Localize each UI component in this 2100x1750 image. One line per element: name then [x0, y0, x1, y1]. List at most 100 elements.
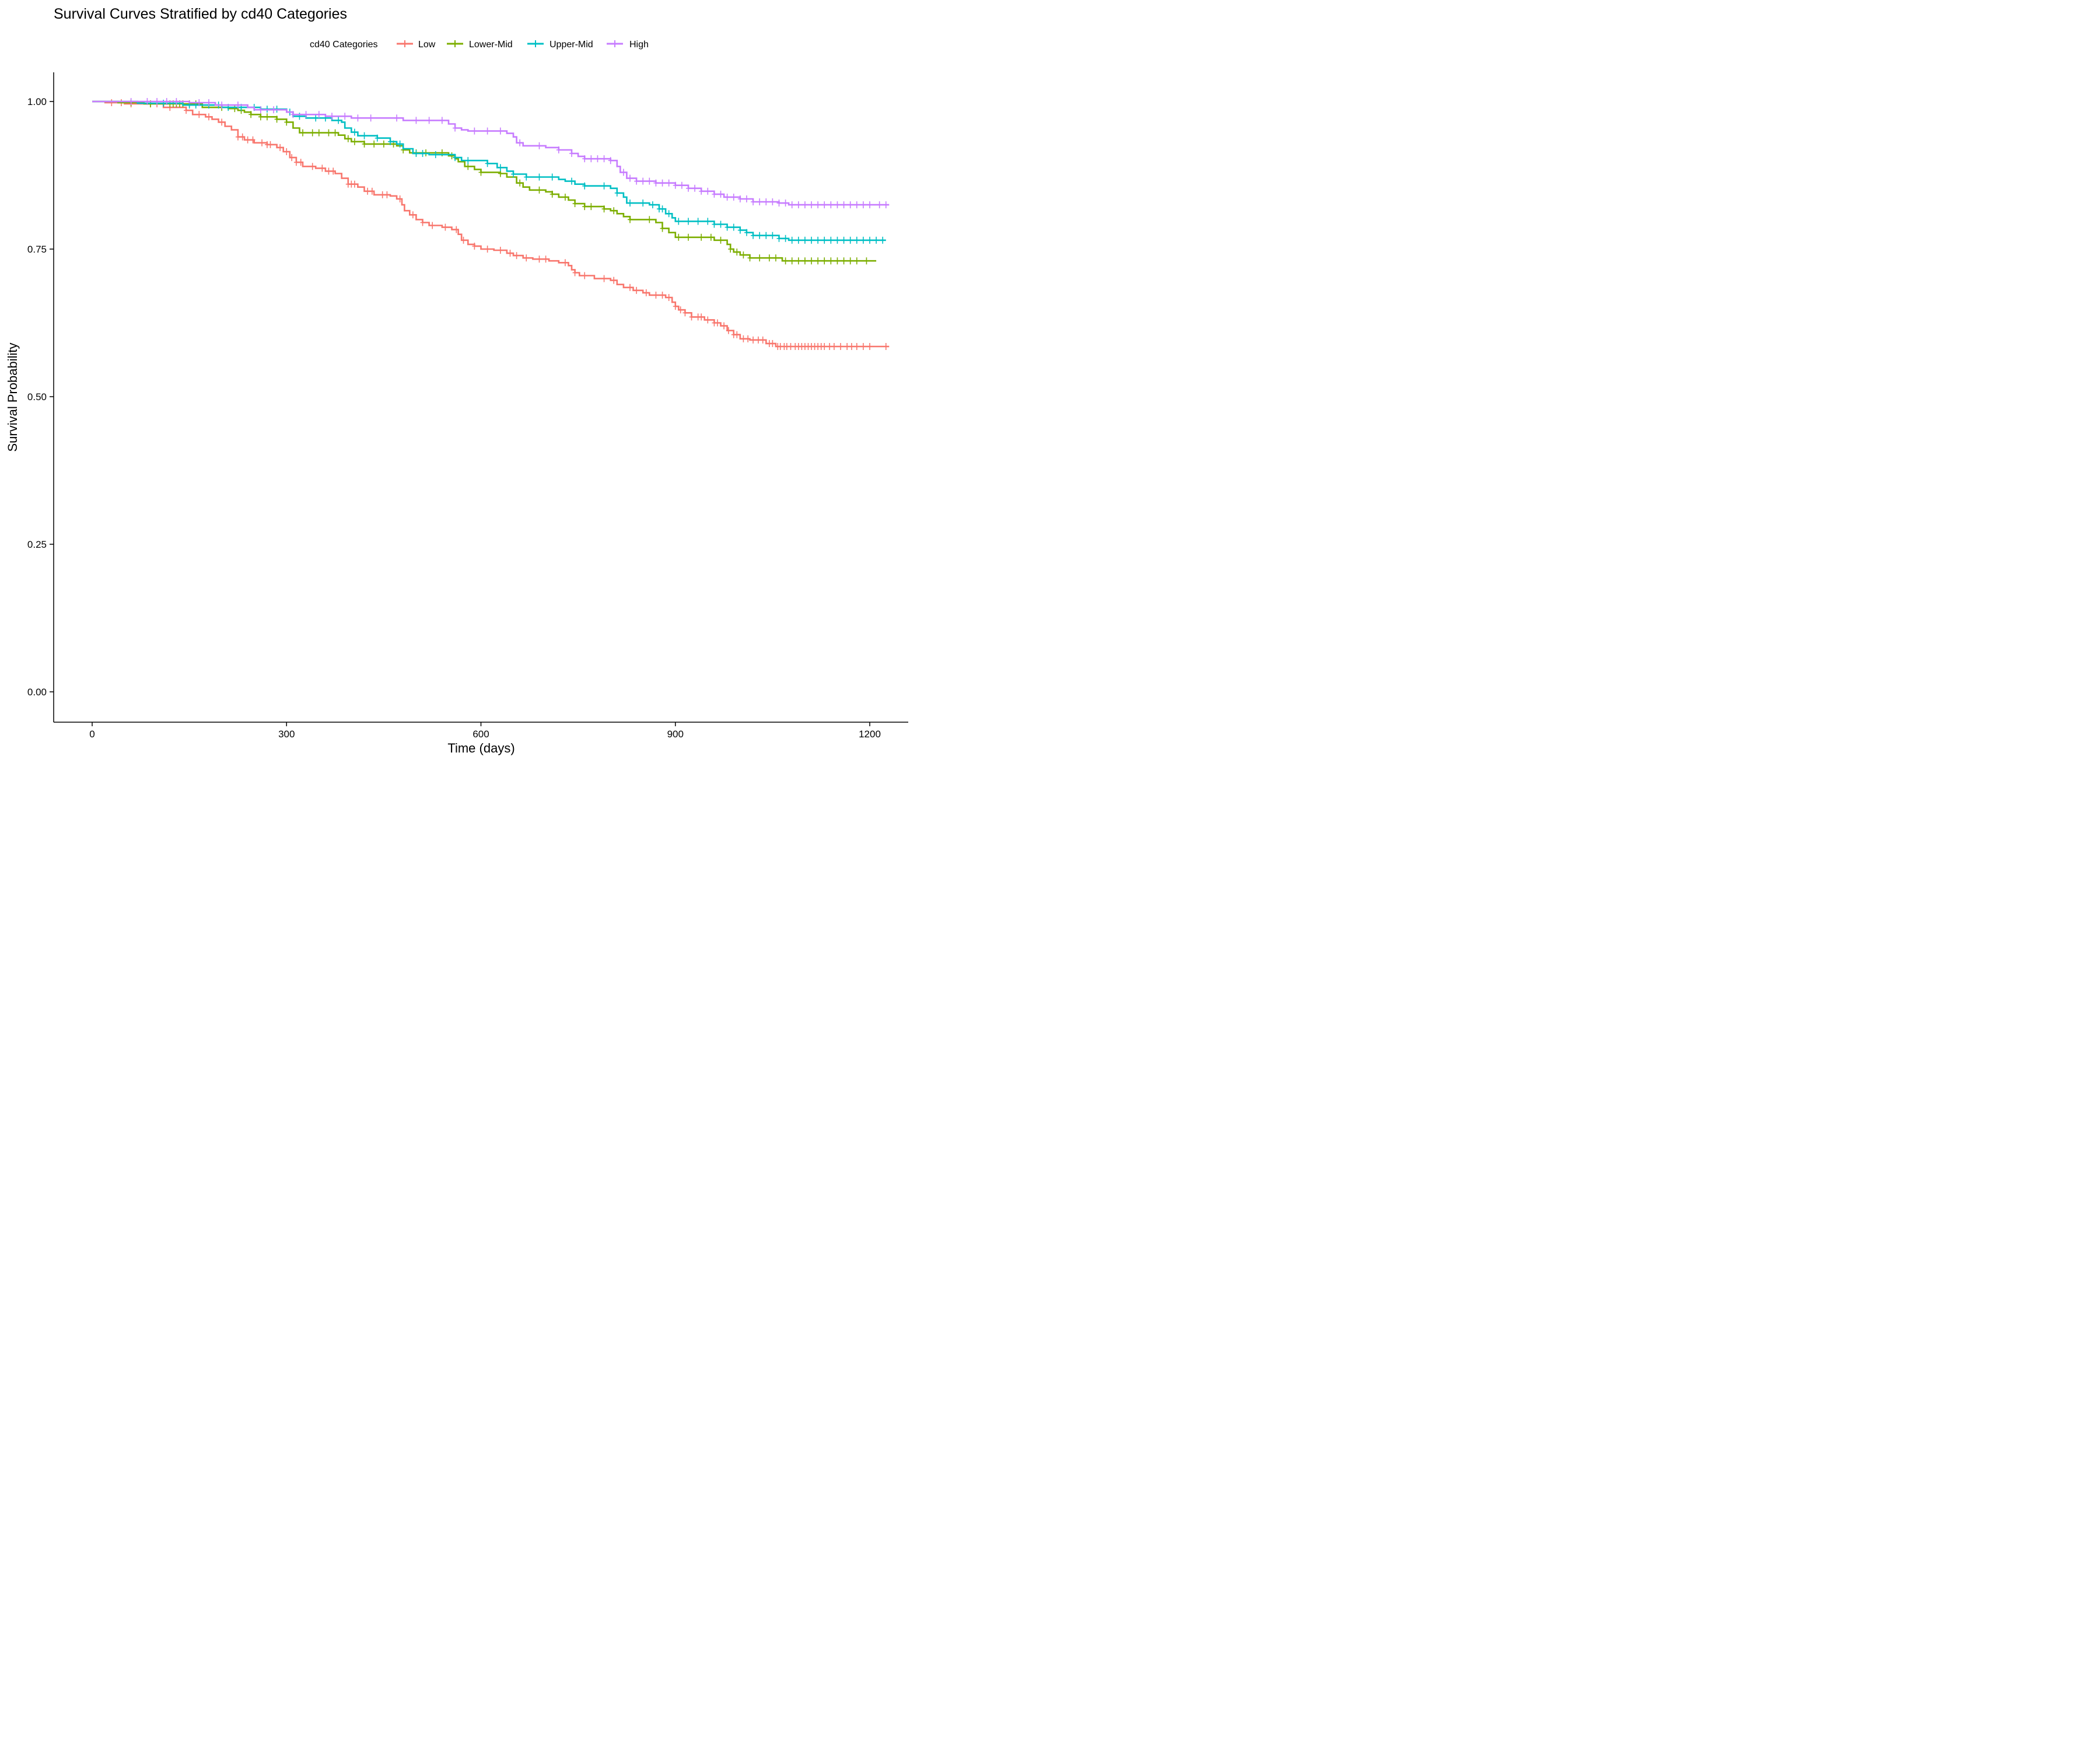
- censor-mark-low: [634, 286, 639, 294]
- censor-mark-lower-mid: [699, 233, 704, 241]
- censor-mark-upper-mid: [789, 236, 794, 244]
- censor-mark-lower-mid: [685, 233, 691, 241]
- censor-mark-upper-mid: [802, 236, 807, 244]
- censor-mark-lower-mid: [352, 138, 357, 145]
- censor-mark-upper-mid: [550, 173, 555, 181]
- censor-mark-high: [330, 113, 335, 120]
- censor-mark-lower-mid: [828, 257, 834, 265]
- censor-mark-lower-mid: [284, 118, 289, 126]
- censor-mark-low: [562, 259, 568, 267]
- ticks: 0 300 600 900 1200 0.00 0.25 0.50 0.75 1.00: [27, 96, 881, 740]
- censor-mark-lower-mid: [372, 140, 377, 148]
- censor-mark-low: [206, 113, 211, 121]
- x-tick-label: 600: [473, 729, 489, 740]
- survival-curve-low: [92, 100, 890, 348]
- censor-mark-low: [293, 159, 299, 166]
- censor-mark-high: [485, 127, 490, 135]
- censor-mark-high: [197, 99, 202, 107]
- censor-mark-high: [472, 127, 477, 135]
- censor-mark-lower-mid: [326, 129, 331, 136]
- censor-mark-low: [760, 336, 765, 344]
- y-axis-title: Survival Probability: [5, 342, 20, 452]
- censor-mark-low: [734, 331, 740, 338]
- censor-mark-low: [284, 148, 289, 156]
- censor-mark-upper-mid: [737, 226, 743, 234]
- legend-label-high: High: [629, 40, 649, 50]
- censor-mark-high: [627, 174, 632, 182]
- censor-mark-high: [673, 181, 678, 189]
- censor-mark-high: [439, 117, 444, 124]
- censor-mark-low: [867, 342, 872, 350]
- censor-mark-high: [164, 98, 169, 105]
- censor-mark-high: [724, 193, 730, 201]
- censor-mark-low: [365, 187, 370, 195]
- censor-mark-lower-mid: [601, 205, 607, 213]
- censor-mark-lower-mid: [647, 216, 652, 223]
- censor-mark-high: [783, 200, 788, 207]
- censor-mark-lower-mid: [478, 169, 484, 176]
- censor-mark-upper-mid: [783, 235, 788, 242]
- censor-mark-high: [883, 201, 888, 209]
- censor-mark-upper-mid: [362, 132, 367, 139]
- censor-mark-upper-mid: [420, 150, 425, 158]
- censor-mark-high: [757, 198, 762, 206]
- censor-mark-lower-mid: [562, 193, 568, 201]
- censor-mark-high: [666, 179, 671, 187]
- censor-mark-low: [320, 164, 325, 172]
- censor-mark-high: [660, 179, 665, 187]
- censor-mark-high: [621, 169, 626, 176]
- censor-mark-upper-mid: [731, 223, 736, 231]
- censor-mark-high: [751, 198, 756, 206]
- censor-mark-low: [788, 342, 793, 350]
- censor-mark-high: [394, 114, 400, 122]
- censor-mark-high: [498, 127, 503, 135]
- censor-mark-low: [219, 118, 225, 126]
- censor-mark-lower-mid: [249, 111, 254, 118]
- censor-mark-upper-mid: [466, 157, 471, 164]
- censor-mark-lower-mid: [816, 257, 821, 265]
- censor-mark-low: [310, 163, 315, 170]
- censor-mark-low: [443, 223, 448, 231]
- censor-mark-low: [543, 256, 548, 263]
- censor-mark-upper-mid: [724, 223, 730, 231]
- censor-mark-lower-mid: [582, 203, 587, 211]
- censor-mark-high: [589, 155, 594, 163]
- survival-chart: Survival Curves Stratified by cd40 Categ…: [5, 6, 908, 755]
- censor-mark-low: [485, 246, 490, 253]
- censor-mark-lower-mid: [718, 236, 723, 244]
- censor-mark-upper-mid: [676, 218, 681, 225]
- censor-mark-low: [699, 313, 704, 321]
- censor-mark-high: [835, 201, 840, 209]
- censor-mark-low: [235, 133, 240, 141]
- censor-mark-upper-mid: [414, 150, 419, 158]
- censor-mark-low: [197, 111, 202, 118]
- censor-mark-low: [601, 275, 607, 282]
- censor-mark-high: [699, 187, 704, 195]
- censor-mark-lower-mid: [498, 170, 503, 177]
- censor-mark-lower-mid: [316, 129, 321, 136]
- censor-mark-upper-mid: [614, 189, 620, 197]
- censor-mark-upper-mid: [848, 236, 853, 244]
- censor-mark-high: [426, 117, 432, 124]
- censor-mark-upper-mid: [660, 205, 665, 213]
- censor-mark-high: [854, 201, 859, 209]
- censor-mark-upper-mid: [352, 128, 357, 136]
- censor-mark-low: [240, 133, 245, 141]
- censor-mark-lower-mid: [809, 257, 814, 265]
- censor-mark-high: [731, 193, 736, 201]
- censor-mark-high: [235, 102, 240, 109]
- survival-curve-upper-mid: [92, 100, 886, 242]
- censor-mark-high: [290, 111, 296, 118]
- censor-mark-low: [689, 313, 694, 321]
- censor-mark-high: [789, 201, 794, 209]
- censor-mark-lower-mid: [864, 257, 869, 265]
- censor-mark-upper-mid: [757, 232, 762, 239]
- censor-mark-low: [653, 291, 659, 299]
- censor-mark-low: [860, 342, 866, 350]
- censor-mark-upper-mid: [511, 170, 516, 178]
- series-high: [92, 98, 890, 209]
- x-tick-label: 900: [667, 729, 684, 740]
- censor-mark-high: [776, 200, 782, 207]
- censor-mark-low: [822, 342, 827, 350]
- censor-mark-lower-mid: [796, 257, 801, 265]
